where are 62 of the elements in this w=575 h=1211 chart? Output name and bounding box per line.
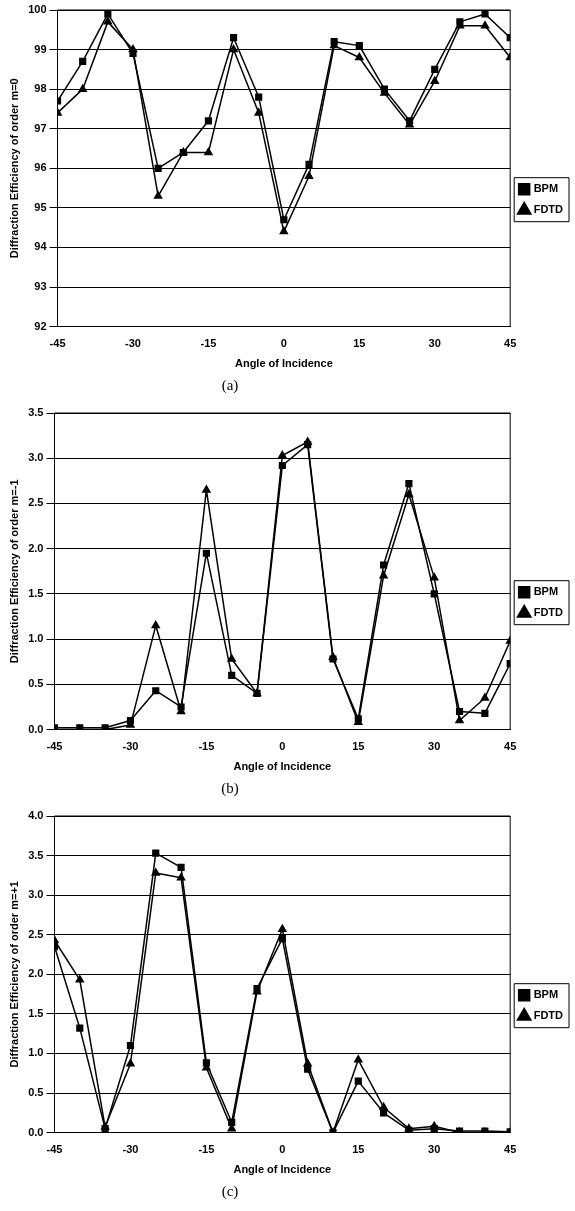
y-tick-label: 94	[34, 240, 48, 253]
y-tick-label: 98	[34, 82, 47, 95]
text: (b)	[220, 780, 240, 797]
x-tick-label: -30	[125, 337, 141, 350]
x-tick-label: -15	[200, 337, 217, 350]
legend-label: FDTD	[533, 203, 564, 216]
x-tick-label: 45	[504, 337, 517, 350]
x-tick-label: -45	[49, 337, 66, 350]
x-tick-label: 45	[504, 1143, 517, 1156]
x-tick-label: 0	[279, 740, 286, 753]
y-tick-label: 92	[34, 319, 47, 332]
x-tick-label: 30	[428, 740, 441, 753]
x-tick-label: -30	[122, 740, 139, 753]
y-tick-label: 97	[34, 121, 47, 134]
y-tick-label: 2.0	[28, 541, 44, 554]
legend-label: BPM	[533, 585, 559, 598]
x-axis-title: Angle of Incidence	[233, 760, 332, 773]
x-tick-label: -15	[198, 1143, 215, 1156]
y-axis-title: Diffraction Efficiency of order m=0	[7, 78, 20, 259]
x-tick-label: 30	[428, 1143, 441, 1156]
x-tick-label: 15	[352, 740, 365, 753]
x-axis-title: Angle of Incidence	[234, 357, 333, 370]
y-tick-label: 1.5	[28, 1006, 44, 1019]
legend-label: BPM	[533, 182, 559, 195]
x-tick-label: 30	[428, 337, 441, 350]
y-tick-label: 0.0	[28, 722, 44, 735]
y-tick-label: 2.5	[28, 927, 44, 940]
y-tick-label: 100	[28, 3, 47, 16]
x-tick-label: -45	[46, 1143, 63, 1156]
y-tick-label: 93	[34, 280, 47, 293]
y-tick-label: 2.5	[28, 496, 44, 509]
x-tick-label: 15	[353, 337, 366, 350]
y-tick-label: 3.5	[28, 848, 44, 861]
x-tick-label: -45	[46, 740, 63, 753]
y-axis-title: Diffraction Efficiency of order m=-1	[7, 479, 20, 664]
text: (a)	[220, 377, 240, 394]
y-tick-label: 0.0	[28, 1125, 44, 1138]
x-tick-label: 0	[280, 337, 287, 350]
y-tick-label: 95	[34, 200, 47, 213]
y-tick-label: 0.5	[28, 677, 44, 690]
legend-label: FDTD	[533, 1009, 564, 1022]
legend-label: BPM	[533, 988, 559, 1001]
y-tick-label: 1.5	[28, 586, 44, 599]
y-tick-label: 3.5	[28, 406, 44, 419]
y-tick-label: 1.0	[28, 1046, 44, 1059]
x-axis-title: Angle of Incidence	[233, 1163, 332, 1176]
x-tick-label: 45	[504, 740, 517, 753]
legend-label: FDTD	[533, 606, 564, 619]
x-tick-label: -30	[122, 1143, 139, 1156]
text: (c)	[220, 1183, 240, 1200]
y-tick-label: 4.0	[28, 809, 44, 822]
y-tick-label: 2.0	[28, 967, 44, 980]
x-tick-label: -15	[198, 740, 215, 753]
y-axis-title: Diffraction Efficiency of order m=+1	[7, 881, 20, 1068]
y-tick-label: 0.5	[28, 1086, 44, 1099]
y-tick-label: 3.0	[28, 451, 44, 464]
y-tick-label: 96	[34, 161, 47, 174]
x-tick-label: 15	[352, 1143, 365, 1156]
y-tick-label: 3.0	[28, 888, 44, 901]
y-tick-label: 99	[34, 42, 47, 55]
x-tick-label: 0	[279, 1143, 286, 1156]
y-tick-label: 1.0	[28, 632, 44, 645]
